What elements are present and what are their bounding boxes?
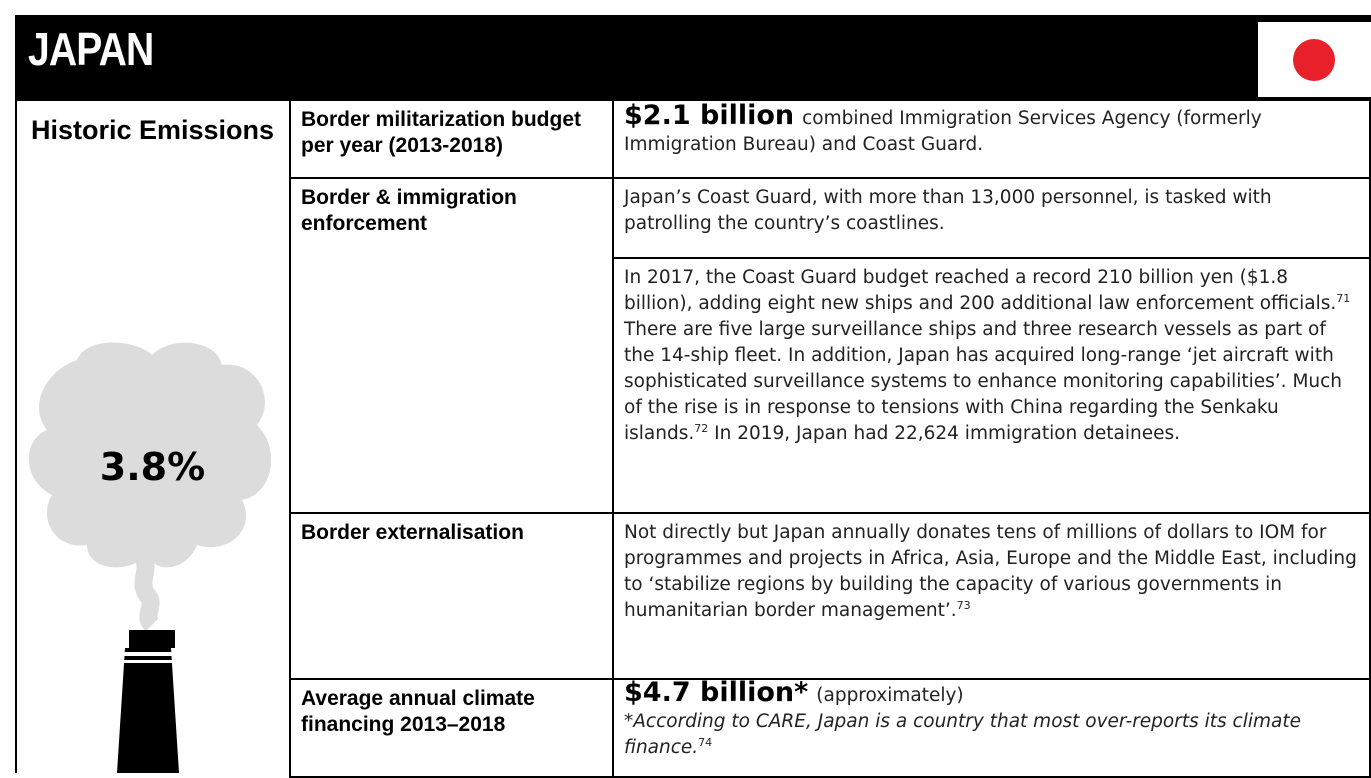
row-content: $4.7 billion* (approximately) *According t…	[612, 678, 1371, 778]
footnote: 72	[694, 421, 709, 435]
text: There are five large surveillance ships …	[624, 319, 1343, 444]
text: In 2019, Japan had 22,624 immigration de…	[708, 423, 1180, 444]
row-content: In 2017, the Coast Guard budget reached …	[612, 257, 1371, 514]
footnote: 74	[698, 735, 713, 749]
row-label: Average annual climate financing 2013–20…	[289, 678, 614, 778]
text: In 2017, the Coast Guard budget reached …	[624, 267, 1337, 314]
text: Japan’s Coast Guard, with more than 13,0…	[624, 187, 1272, 234]
footnote: 73	[956, 598, 971, 612]
row-content: Not directly but Japan annually donates …	[612, 512, 1371, 680]
title: JAPAN	[28, 23, 154, 75]
row-label: Border externalisation	[289, 512, 614, 680]
emissions-label: Historic Emissions	[30, 115, 275, 145]
text: Not directly but Japan annually donates …	[624, 522, 1357, 621]
smokestack	[28, 342, 272, 773]
emissions-value: 3.8%	[99, 445, 206, 489]
row-label: Border militarization budget per year (2…	[289, 99, 614, 179]
label: Border militarization budget per year (2…	[301, 108, 582, 157]
footnote: 71	[1336, 291, 1351, 305]
row-content: $2.1 billion combined Immigration Service…	[612, 99, 1371, 179]
row-label: Border & immigration enforcement	[289, 177, 614, 514]
note: *According to CARE, Japan is a country t…	[624, 711, 1301, 758]
highlight: $2.1 billion	[624, 100, 795, 131]
text: (approximately)	[816, 685, 964, 706]
flag-icon	[1293, 39, 1335, 81]
highlight: $4.7 billion*	[624, 677, 809, 708]
flag	[1258, 22, 1371, 97]
label: Border & immigration enforcement	[301, 186, 517, 235]
row-content: Japan’s Coast Guard, with more than 13,0…	[612, 177, 1371, 259]
border	[15, 100, 17, 773]
text: combined Immigration Services Agency (fo…	[624, 108, 1262, 155]
label: Border externalisation	[301, 521, 524, 544]
label: Average annual climate financing 2013–20…	[301, 687, 535, 736]
header-bar	[15, 15, 1371, 101]
